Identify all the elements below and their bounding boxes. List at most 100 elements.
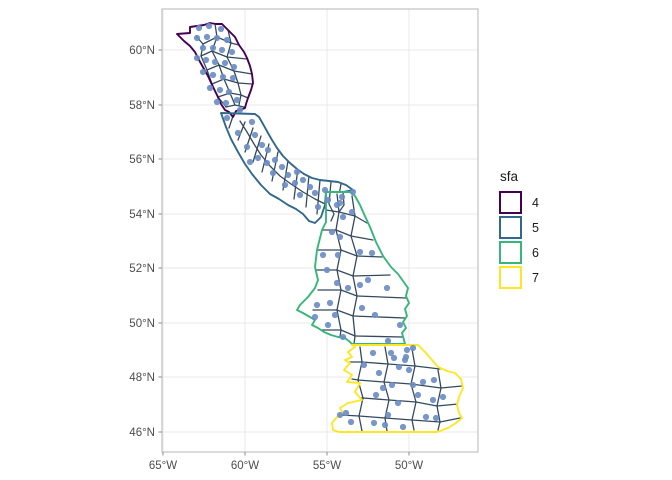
region-outline-sfa-6	[296, 191, 410, 345]
x-tick-label: 60°W	[231, 460, 259, 472]
sample-point	[328, 228, 336, 236]
voronoi-edge	[357, 379, 385, 383]
sample-point	[384, 337, 392, 345]
sample-point	[284, 171, 292, 179]
sample-point	[223, 114, 231, 122]
sample-point	[390, 354, 398, 362]
voronoi-edge	[228, 115, 234, 129]
sample-point	[323, 266, 331, 274]
legend-item-sfa-5: 5	[499, 216, 539, 239]
sample-point	[409, 344, 417, 352]
sample-point	[439, 393, 447, 401]
sample-point	[229, 74, 237, 82]
legend-key-swatch	[499, 266, 522, 289]
sample-point	[339, 213, 347, 221]
y-tick-label: 56°N	[129, 154, 155, 166]
sample-point	[314, 203, 322, 211]
voronoi-edge	[226, 56, 248, 60]
voronoi-edge	[271, 151, 279, 182]
voronoi-edge	[439, 417, 461, 423]
sample-point	[387, 349, 395, 357]
voronoi-edge	[362, 397, 390, 401]
sample-point	[234, 129, 242, 137]
sample-point	[331, 311, 339, 319]
voronoi-edge	[338, 211, 356, 217]
legend-title: sfa	[500, 169, 519, 184]
sample-point	[356, 281, 364, 289]
sample-point	[370, 419, 378, 427]
legend-item-label: 5	[532, 220, 539, 235]
sample-point	[419, 378, 427, 386]
sample-points	[193, 22, 447, 431]
sample-point	[348, 208, 356, 216]
sample-point	[321, 186, 329, 194]
sample-point	[375, 369, 383, 377]
sample-point	[319, 251, 327, 259]
sample-point	[349, 188, 357, 196]
legend-key-swatch	[499, 191, 522, 214]
sample-point	[399, 423, 407, 431]
y-tick-label: 60°N	[129, 45, 155, 57]
voronoi-edge	[200, 50, 213, 57]
y-tick-label: 50°N	[129, 318, 155, 330]
sample-point	[405, 366, 413, 374]
voronoi-edge	[336, 309, 354, 317]
voronoi-edge	[225, 104, 236, 108]
legend-item-sfa-4: 4	[499, 191, 539, 214]
sample-point	[429, 396, 437, 404]
voronoi-edge	[383, 381, 412, 385]
sample-point	[401, 356, 409, 364]
sample-point	[233, 96, 241, 104]
sample-point	[334, 251, 342, 259]
sample-point	[358, 304, 366, 312]
sample-point	[221, 59, 229, 67]
voronoi-edge	[305, 174, 310, 208]
sample-point	[394, 399, 402, 407]
sample-point	[396, 321, 404, 329]
voronoi-edge	[206, 64, 220, 71]
y-tick-label: 58°N	[129, 100, 155, 112]
voronoi-edge	[340, 249, 358, 257]
legend-item-label: 6	[532, 245, 539, 260]
x-tick-label: 50°W	[395, 460, 423, 472]
sample-point	[278, 163, 286, 171]
sample-point	[243, 143, 251, 151]
sample-point	[368, 249, 376, 257]
voronoi-edge	[387, 363, 416, 367]
voronoi-edge	[440, 385, 463, 389]
y-tick-label: 46°N	[129, 427, 155, 439]
sample-point	[432, 414, 440, 422]
sample-point	[313, 301, 321, 309]
sample-point	[213, 98, 221, 106]
sample-point	[311, 313, 319, 321]
sample-point	[342, 409, 350, 417]
sample-point	[356, 248, 364, 256]
sample-point	[339, 333, 347, 341]
sample-point	[409, 381, 417, 389]
sample-point	[296, 191, 304, 199]
voronoi-edge	[361, 361, 389, 365]
sample-point	[202, 56, 210, 64]
legend-item-label: 4	[532, 195, 539, 210]
sample-point	[381, 421, 389, 429]
sample-point	[384, 411, 392, 419]
sample-point	[228, 48, 236, 56]
voronoi-edge	[356, 295, 407, 299]
voronoi-edge	[436, 403, 459, 407]
sample-point	[236, 106, 244, 114]
sample-point	[281, 181, 289, 189]
voronoi-edge	[357, 346, 364, 432]
sample-point	[338, 193, 346, 201]
voronoi-edge	[351, 378, 359, 381]
y-tick-label: 48°N	[129, 372, 155, 384]
voronoi-edge	[340, 329, 356, 337]
sample-point	[216, 86, 224, 94]
sample-point	[333, 279, 341, 287]
sample-point	[223, 36, 231, 44]
sample-point	[414, 391, 422, 399]
voronoi-edge	[240, 94, 249, 99]
sample-point	[422, 413, 430, 421]
voronoi-edge	[223, 78, 239, 84]
sample-point	[371, 311, 379, 319]
